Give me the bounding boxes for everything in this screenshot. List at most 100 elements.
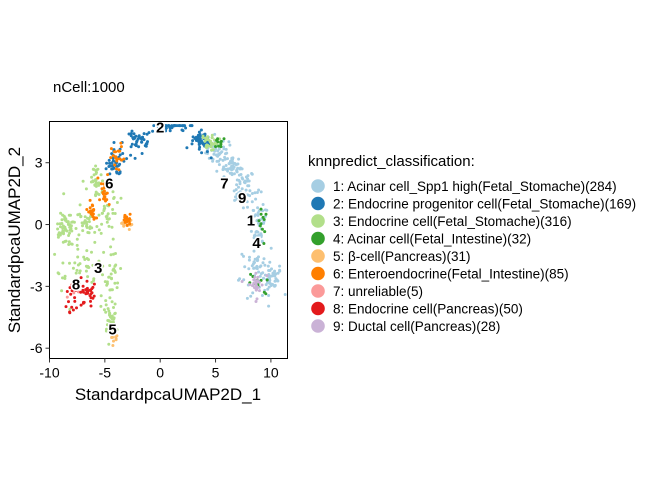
x-tick-label: 10 — [263, 365, 279, 381]
data-point — [104, 303, 108, 307]
data-point — [115, 157, 119, 161]
data-point — [67, 234, 71, 237]
data-point — [61, 230, 65, 234]
data-point — [256, 275, 260, 279]
data-point — [128, 212, 132, 216]
series-9-points — [240, 271, 269, 303]
data-point — [145, 142, 149, 146]
data-point — [181, 129, 185, 133]
data-point — [104, 310, 108, 314]
data-point — [228, 143, 232, 147]
data-point — [216, 149, 220, 153]
legend-item: 1: Acinar cell_Spp1 high(Fetal_Stomache)… — [311, 179, 617, 194]
data-point — [273, 284, 276, 288]
data-point — [257, 270, 261, 274]
data-point — [235, 197, 239, 201]
cluster-label-9: 9 — [238, 190, 246, 207]
data-point — [99, 182, 103, 186]
data-point — [231, 167, 235, 171]
data-point — [230, 164, 234, 168]
data-point — [97, 213, 101, 217]
data-point — [135, 140, 139, 144]
data-point — [234, 163, 238, 167]
data-point — [258, 289, 261, 293]
legend-item: 2: Endocrine progenitor cell(Fetal_Stoma… — [311, 197, 636, 212]
data-point — [93, 216, 97, 220]
legend-item: 6: Enteroendocrine(Fetal_Intestine)(85) — [311, 267, 569, 282]
legend-item: 4: Acinar cell(Fetal_Intestine)(32) — [311, 232, 531, 247]
data-point — [259, 233, 263, 237]
data-point — [81, 229, 85, 233]
data-point — [116, 281, 120, 285]
data-point — [70, 289, 74, 293]
data-point — [134, 144, 138, 148]
data-point — [254, 271, 258, 275]
data-point — [255, 230, 259, 233]
data-point — [90, 250, 93, 254]
data-point — [65, 295, 69, 299]
data-point — [259, 264, 263, 268]
data-point — [258, 274, 262, 278]
data-point — [168, 129, 172, 133]
data-point — [268, 260, 272, 264]
data-point — [64, 305, 68, 309]
data-point — [237, 185, 240, 189]
data-point — [151, 129, 155, 133]
data-point — [109, 147, 113, 151]
data-point — [94, 164, 98, 168]
legend-item: 3: Endocrine cell(Fetal_Stomache)(316) — [311, 214, 572, 229]
data-point — [198, 145, 202, 149]
data-point — [250, 200, 254, 204]
data-point — [111, 237, 115, 241]
data-point — [71, 284, 75, 288]
data-point — [70, 229, 74, 233]
legend-label: 8: Endocrine cell(Pancreas)(50) — [333, 302, 523, 317]
data-point — [121, 152, 125, 155]
data-point — [157, 131, 161, 134]
data-point — [240, 192, 244, 195]
data-point — [260, 294, 264, 297]
data-point — [179, 124, 182, 128]
data-point — [62, 214, 66, 218]
data-point — [85, 288, 89, 292]
data-point — [91, 285, 95, 289]
data-point — [85, 208, 89, 211]
data-point — [237, 178, 241, 182]
data-point — [232, 172, 236, 176]
data-point — [97, 228, 101, 232]
data-point — [157, 125, 160, 128]
legend-key — [311, 319, 325, 333]
data-point — [273, 279, 277, 283]
data-point — [92, 167, 96, 171]
data-point — [116, 149, 120, 153]
data-point — [85, 279, 89, 283]
points-layer — [53, 124, 287, 347]
data-point — [264, 283, 268, 287]
data-point — [102, 250, 106, 254]
data-point — [114, 263, 118, 267]
data-point — [102, 186, 106, 190]
data-point — [71, 308, 75, 312]
data-point — [260, 239, 264, 243]
data-point — [232, 189, 236, 193]
data-point — [185, 146, 189, 150]
y-axis: -6 -3 0 3 — [30, 155, 50, 356]
data-point — [253, 191, 257, 195]
data-point — [113, 163, 117, 167]
data-point — [118, 157, 122, 161]
data-point — [127, 228, 131, 231]
data-point — [53, 252, 57, 256]
data-point — [253, 275, 257, 279]
data-point — [79, 276, 83, 280]
data-point — [63, 274, 67, 278]
data-point — [221, 167, 225, 171]
data-point — [138, 136, 142, 140]
data-point — [76, 247, 80, 251]
data-point — [129, 145, 133, 149]
data-point — [73, 299, 77, 303]
y-axis-label: StandardpcaUMAP2D_2 — [5, 147, 24, 333]
data-point — [105, 283, 109, 287]
data-point — [226, 167, 230, 171]
data-point — [140, 152, 144, 155]
data-point — [74, 271, 78, 275]
